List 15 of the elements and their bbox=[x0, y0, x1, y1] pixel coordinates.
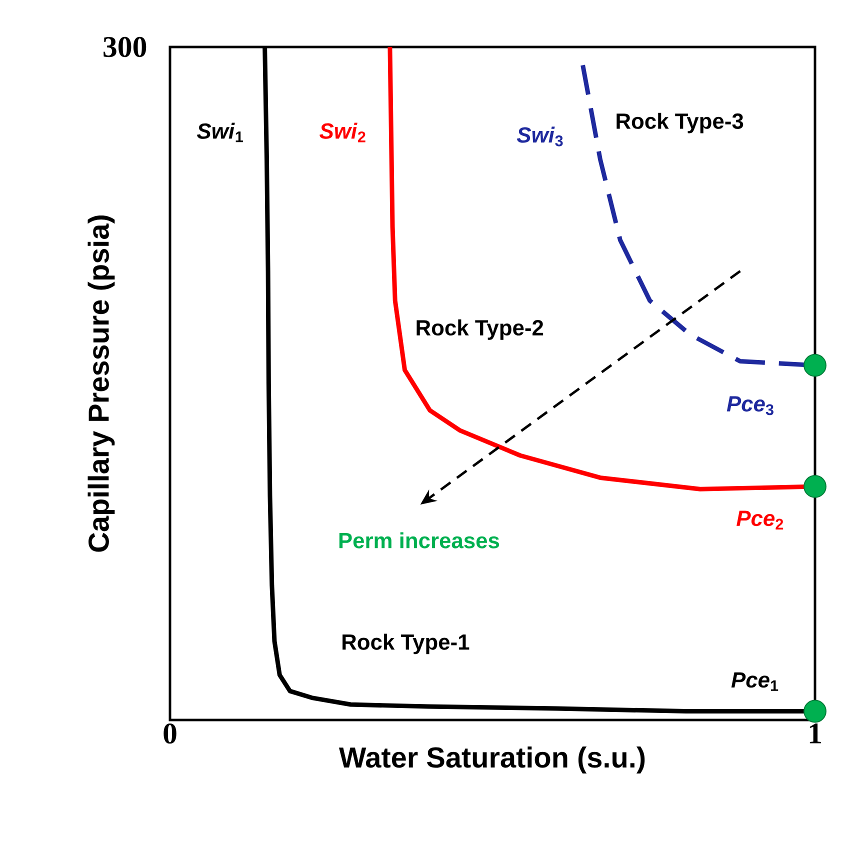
series-label: Swi$_{3}$ bbox=[516, 126, 563, 146]
annotation: Rock Type-3 bbox=[616, 112, 744, 134]
annotation: Rock Type-1 bbox=[342, 634, 470, 654]
text: 300 bbox=[104, 36, 146, 58]
x-axis-title: Water Saturation (s.u.) bbox=[338, 746, 645, 774]
series-label: Swi$_{1}$ bbox=[196, 122, 243, 142]
series-label: Swi$_{2}$ bbox=[320, 122, 366, 142]
y-axis-title: Capillary Pressure (psia) bbox=[88, 216, 115, 552]
annotation: Rock Type-2 bbox=[416, 319, 544, 340]
annotation: Pce$_{3}$ bbox=[726, 396, 774, 416]
x-tick-label: 1 bbox=[810, 724, 821, 744]
annotation: Pce$_{2}$ bbox=[736, 510, 784, 530]
x-tick-label: 0 bbox=[164, 724, 176, 744]
annotation: Perm increases bbox=[339, 532, 500, 548]
annotation: Pce$_{1}$ bbox=[731, 672, 778, 691]
